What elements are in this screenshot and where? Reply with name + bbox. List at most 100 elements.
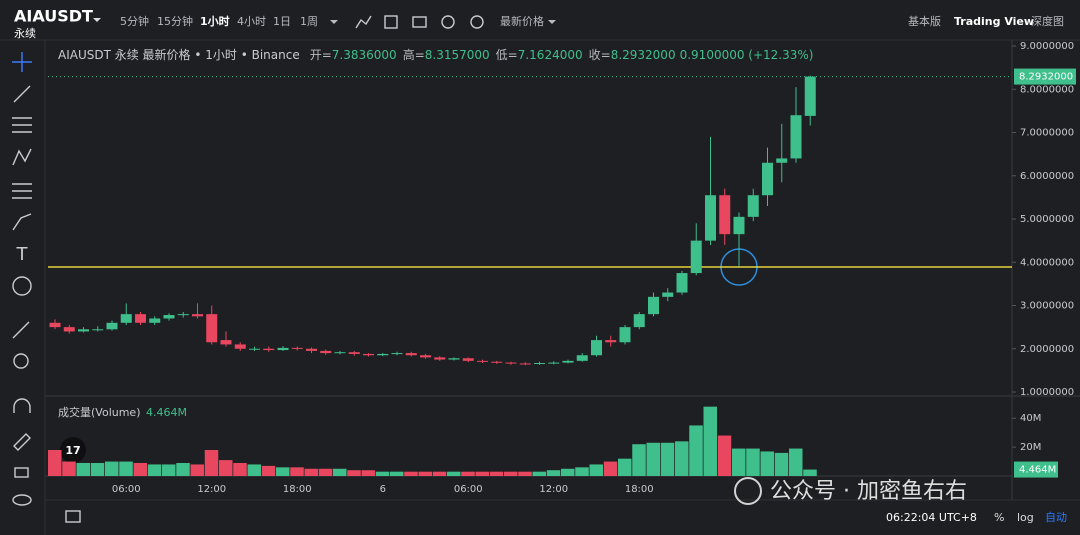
line-tool[interactable]: [13, 85, 31, 103]
candle-body: [790, 115, 802, 159]
volume-bar: [347, 470, 361, 476]
emoji-tool[interactable]: [12, 276, 32, 296]
crosshair-tool[interactable]: [12, 52, 32, 72]
ruler-tool[interactable]: [12, 321, 30, 339]
volume-bar: [204, 450, 219, 476]
volume-bar: [90, 463, 105, 476]
volume-bar: [774, 452, 789, 476]
candle-body: [605, 340, 617, 343]
volume-bar: [803, 469, 817, 476]
legend-value: 7.1624000: [518, 48, 583, 62]
symbol[interactable]: AIAUSDT: [14, 7, 93, 26]
interval[interactable]: 1日: [273, 15, 291, 28]
candle-body: [92, 329, 104, 331]
volume-bar: [190, 464, 204, 476]
view-tab[interactable]: Trading View: [954, 15, 1034, 28]
candle-body: [776, 158, 788, 163]
candle-body: [619, 327, 631, 343]
candle-body: [277, 347, 289, 351]
volume-bar: [646, 442, 660, 476]
volume-bar: [732, 448, 746, 476]
pattern-tool[interactable]: [12, 148, 32, 166]
volume-bar: [589, 464, 603, 476]
y-tick-label: 2.0000000: [1020, 344, 1074, 355]
legend-label: 收=: [589, 48, 611, 62]
interval[interactable]: 4小时: [237, 15, 266, 28]
candle-body: [648, 296, 659, 315]
candle-body: [206, 314, 218, 343]
candle-body: [477, 360, 488, 362]
interval[interactable]: 15分钟: [157, 14, 193, 28]
volume-last-tag-label: 4.464M: [1019, 465, 1056, 476]
volume-bar: [247, 464, 261, 476]
interval[interactable]: 5分钟: [120, 14, 149, 28]
legend-value: 8.2932000: [611, 48, 676, 62]
candle-body: [363, 353, 374, 356]
volume-bar: [390, 471, 404, 476]
last-price-label: 8.2932000: [1019, 72, 1073, 83]
volume-bar: [162, 464, 176, 476]
indicator-icon[interactable]: [355, 15, 372, 29]
volume-bar: [105, 461, 119, 476]
volume-bar: [404, 471, 418, 476]
last-price-tag: [1014, 68, 1076, 85]
candle-body: [747, 195, 759, 217]
volume-bar: [333, 468, 347, 476]
candle-icon[interactable]: [384, 15, 398, 29]
x-tick-label: 18:00: [283, 484, 312, 495]
candle-body: [448, 358, 460, 360]
camera-icon[interactable]: [412, 16, 427, 28]
view-tab[interactable]: 深度图: [1031, 14, 1064, 28]
view-tab[interactable]: 基本版: [908, 14, 941, 28]
lock-tool[interactable]: [14, 467, 29, 478]
x-tick-label: 6: [380, 484, 386, 495]
volume-bar: [632, 444, 646, 476]
volume-bar: [76, 463, 90, 476]
price-type[interactable]: 最新价格: [500, 14, 544, 28]
interval[interactable]: 1小时: [200, 14, 230, 28]
brush-tool[interactable]: [12, 213, 32, 231]
volume-tick-label: 40M: [1020, 413, 1041, 424]
volume-bar: [147, 464, 162, 476]
y-tick-label: 6.0000000: [1020, 171, 1074, 182]
volume-bar: [318, 468, 333, 476]
fib-tool[interactable]: [12, 117, 32, 133]
x-tick-label: 18:00: [625, 484, 654, 495]
volume-bar: [518, 471, 532, 476]
scale-button[interactable]: %: [994, 511, 1004, 524]
scale-button[interactable]: log: [1017, 511, 1034, 524]
interval-dropdown[interactable]: [330, 20, 338, 24]
y-tick-label: 7.0000000: [1020, 128, 1074, 139]
left-toolbar: T: [12, 52, 81, 523]
volume-bar: [689, 425, 703, 476]
contract: 永续: [14, 26, 36, 40]
candle-body: [135, 314, 146, 323]
y-tick-label: 4.0000000: [1020, 257, 1074, 268]
candle-body: [78, 329, 89, 332]
text-tool[interactable]: T: [16, 244, 29, 265]
replay-icon[interactable]: [65, 510, 81, 523]
draw-mode-tool[interactable]: [13, 433, 31, 451]
settings-icon[interactable]: [470, 15, 484, 29]
interval[interactable]: 1周: [300, 15, 318, 28]
wechat-icon: [734, 477, 762, 505]
clock: 06:22:04 UTC+8: [886, 511, 977, 524]
zoom-tool[interactable]: [13, 353, 29, 369]
magnet-tool[interactable]: [13, 398, 31, 413]
visibility-tool[interactable]: [12, 494, 32, 506]
symbol-dropdown[interactable]: [93, 18, 101, 22]
scale-button[interactable]: 自动: [1045, 511, 1067, 524]
add-icon[interactable]: [441, 15, 455, 29]
volume-bar: [660, 442, 675, 476]
x-tick-label: 12:00: [197, 484, 226, 495]
volume-bar: [675, 441, 689, 476]
chart-legend: AIAUSDT 永续 最新价格 • 1小时 • Binance 开=7.38360…: [58, 47, 813, 62]
volume-bar: [717, 435, 732, 476]
volume-bar: [532, 471, 546, 476]
projection-tool[interactable]: [12, 183, 32, 199]
volume-bar: [475, 471, 489, 476]
x-tick-label: 12:00: [539, 484, 568, 495]
volume-last-tag: [1014, 461, 1058, 478]
y-tick-label: 5.0000000: [1020, 214, 1074, 225]
